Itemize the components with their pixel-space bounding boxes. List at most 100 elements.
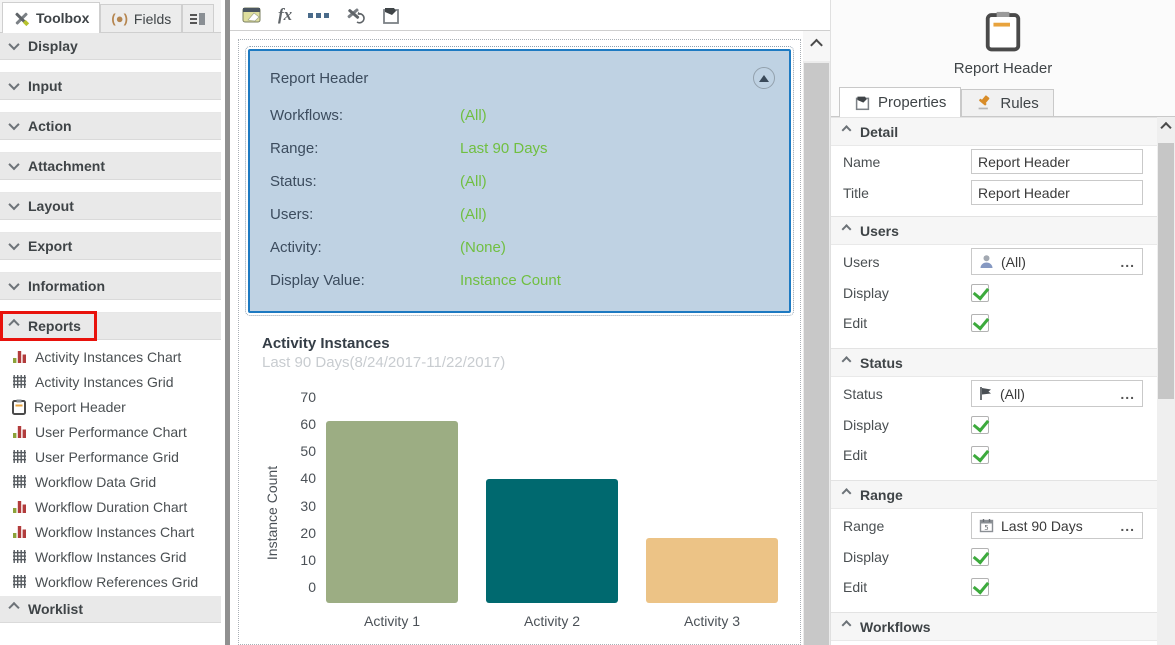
x-tick: Activity 3 xyxy=(683,613,740,629)
list-item-label: Workflow Data Grid xyxy=(35,473,157,490)
bars-container xyxy=(326,397,778,603)
sidebar-section-information[interactable]: Information xyxy=(0,273,221,300)
tab-fields[interactable]: (●) Fields xyxy=(100,4,183,32)
properties-scrollbar[interactable] xyxy=(1157,117,1175,645)
tab-toolbox[interactable]: Toolbox xyxy=(2,2,101,33)
display-checkbox[interactable] xyxy=(971,548,989,566)
y-tick: 50 xyxy=(300,443,316,460)
section-label: Action xyxy=(28,118,72,134)
chevron-down-icon xyxy=(8,278,20,291)
list-item-label: Activity Instances Grid xyxy=(35,373,174,390)
display-checkbox[interactable] xyxy=(971,416,989,434)
field-value-link[interactable]: (None) xyxy=(460,239,506,256)
tab-dock-panel[interactable] xyxy=(182,4,215,32)
chart-subtitle: Last 90 Days(8/24/2017-11/22/2017) xyxy=(262,354,506,371)
sidebar-section-action[interactable]: Action xyxy=(0,113,221,140)
chevron-down-icon xyxy=(8,198,20,211)
status-picker[interactable]: (All) ... xyxy=(971,380,1143,407)
paren-dot-icon: (●) xyxy=(111,11,128,26)
edit-checkbox[interactable] xyxy=(971,446,989,464)
list-item-workflow-instances-chart[interactable]: Workflow Instances Chart xyxy=(0,519,221,544)
sidebar-section-display[interactable]: Display xyxy=(0,33,221,60)
users-picker[interactable]: (All) ... xyxy=(971,248,1143,275)
field-value-link[interactable]: (All) xyxy=(460,206,487,223)
bar-activity-2[interactable] xyxy=(486,479,618,603)
sidebar-section-input[interactable]: Input xyxy=(0,73,221,100)
reports-item-list: Activity Instances Chart Activity Instan… xyxy=(0,340,221,596)
list-item-workflow-references-grid[interactable]: Workflow References Grid xyxy=(0,569,221,594)
section-detail[interactable]: Detail xyxy=(831,117,1157,146)
section-label: Display xyxy=(28,38,78,54)
y-tick: 10 xyxy=(300,551,316,568)
chevron-down-icon xyxy=(8,78,20,91)
ellipsis-more-button[interactable]: ... xyxy=(1120,385,1135,402)
list-item-report-header[interactable]: Report Header xyxy=(0,394,221,419)
bar-activity-3[interactable] xyxy=(646,538,778,603)
picker-value: (All) xyxy=(1000,385,1025,402)
scrollbar-thumb[interactable] xyxy=(1158,143,1174,399)
section-status[interactable]: Status xyxy=(831,348,1157,377)
collapse-button[interactable] xyxy=(753,67,775,89)
section-workflows[interactable]: Workflows xyxy=(831,612,1157,641)
list-item-activity-instances-grid[interactable]: Activity Instances Grid xyxy=(0,369,221,394)
scroll-up-button[interactable] xyxy=(803,31,830,61)
list-item-user-performance-chart[interactable]: User Performance Chart xyxy=(0,419,221,444)
grid-icon xyxy=(13,550,26,563)
report-header-control[interactable]: Report Header Workflows: (All) Range: La… xyxy=(245,46,794,316)
tools-refresh-button[interactable] xyxy=(345,4,365,26)
person-icon xyxy=(980,255,993,268)
edit-checkbox[interactable] xyxy=(971,314,989,332)
properties-body: Detail Name Title Users Users (All) xyxy=(831,117,1175,645)
section-users[interactable]: Users xyxy=(831,216,1157,245)
list-item-user-performance-grid[interactable]: User Performance Grid xyxy=(0,444,221,469)
theme-editor-button[interactable] xyxy=(242,4,262,26)
tab-rules[interactable]: Rules xyxy=(961,89,1054,116)
list-item-label: Activity Instances Chart xyxy=(35,348,182,365)
scrollbar-thumb[interactable] xyxy=(804,63,829,645)
field-label: Activity: xyxy=(270,239,322,256)
property-row-display: Display xyxy=(831,278,1157,308)
range-picker[interactable]: 5 Last 90 Days ... xyxy=(971,512,1143,539)
grid-icon xyxy=(13,450,26,463)
paste-special-button[interactable] xyxy=(381,4,401,26)
chevron-up-icon xyxy=(8,318,20,331)
list-item-workflow-instances-grid[interactable]: Workflow Instances Grid xyxy=(0,544,221,569)
field-value-link[interactable]: (All) xyxy=(460,173,487,190)
report-design-surface[interactable]: Report Header Workflows: (All) Range: La… xyxy=(238,39,801,645)
title-field[interactable] xyxy=(971,180,1143,205)
list-item-workflow-duration-chart[interactable]: Workflow Duration Chart xyxy=(0,494,221,519)
tab-properties[interactable]: Properties xyxy=(839,87,962,117)
sidebar-section-layout[interactable]: Layout xyxy=(0,193,221,220)
tab-toolbox-label: Toolbox xyxy=(36,10,90,26)
activity-instances-chart[interactable]: Activity Instances Last 90 Days(8/24/201… xyxy=(248,335,791,629)
clipboard-icon xyxy=(12,399,26,415)
expression-fx-button[interactable]: fx xyxy=(278,4,292,26)
scroll-up-button[interactable] xyxy=(1157,117,1175,141)
canvas-scrollbar[interactable] xyxy=(803,31,830,645)
sidebar-section-attachment[interactable]: Attachment xyxy=(0,153,221,180)
field-value-link[interactable]: (All) xyxy=(460,107,487,124)
y-tick: 0 xyxy=(308,578,316,595)
list-item-workflow-data-grid[interactable]: Workflow Data Grid xyxy=(0,469,221,494)
dock-panel-icon xyxy=(190,12,206,25)
section-gap xyxy=(0,300,221,313)
sidebar-section-reports[interactable]: Reports xyxy=(0,311,221,341)
clipboard-icon xyxy=(985,11,1021,52)
ellipsis-more-button[interactable]: ... xyxy=(1120,517,1135,534)
splitter-handle[interactable] xyxy=(225,0,230,645)
svg-text:5: 5 xyxy=(984,524,988,532)
name-field[interactable] xyxy=(971,149,1143,174)
selected-control-header: Report Header xyxy=(831,0,1175,77)
sidebar-section-worklist[interactable]: Worklist xyxy=(0,596,221,623)
field-value-link[interactable]: Last 90 Days xyxy=(460,140,548,157)
display-checkbox[interactable] xyxy=(971,284,989,302)
bar-chart-icon xyxy=(13,501,26,513)
list-item-activity-instances-chart[interactable]: Activity Instances Chart xyxy=(0,344,221,369)
ellipsis-button[interactable] xyxy=(308,4,330,26)
edit-checkbox[interactable] xyxy=(971,578,989,596)
ellipsis-more-button[interactable]: ... xyxy=(1120,253,1135,270)
field-value-link[interactable]: Instance Count xyxy=(460,272,561,289)
section-range[interactable]: Range xyxy=(831,480,1157,509)
sidebar-section-export[interactable]: Export xyxy=(0,233,221,260)
bar-activity-1[interactable] xyxy=(326,420,458,603)
